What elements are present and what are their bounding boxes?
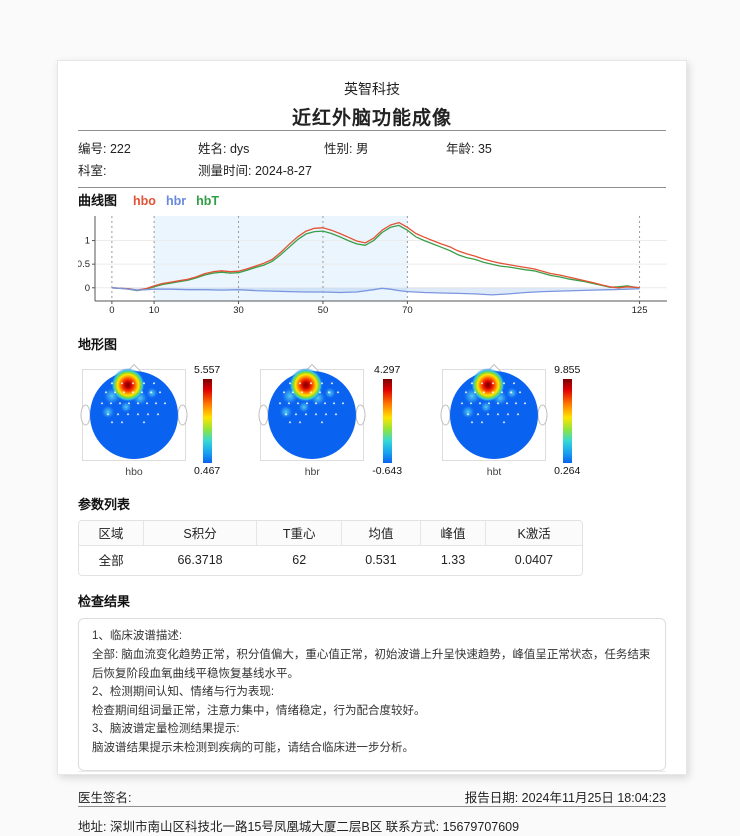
divider-light: [78, 770, 666, 772]
map-label-hbo: hbo: [125, 466, 143, 478]
table-cell: 62: [292, 552, 307, 567]
patient-id: 编号: 222: [78, 142, 131, 156]
series-hbr: [111, 287, 640, 296]
company-name: 英智科技: [344, 81, 400, 97]
table-header-cell: 均值: [341, 521, 421, 547]
colorbar-min: 0.467: [194, 465, 221, 478]
legend-item-hbo: hbo: [133, 194, 156, 208]
result-line: 全部: 脑血流变化趋势正常，积分值偏大，重心值正常，初始波谱上升呈快速趋势，峰值…: [92, 648, 651, 680]
svg-text:0: 0: [85, 283, 90, 294]
legend-item-hbT: hbT: [196, 194, 219, 208]
result-line: 2、检测期间认知、情绪与行为表现:: [92, 686, 275, 699]
head-map-hbt: [440, 364, 548, 461]
svg-text:0.5: 0.5: [78, 259, 90, 270]
colorbar: [382, 379, 392, 464]
result-line: 脑波谱结果提示未检测到疾病的可能，请结合临床进一步分析。: [92, 742, 414, 754]
svg-text:1: 1: [85, 236, 90, 247]
colorbar-min: 0.264: [554, 465, 581, 478]
table-cell: 0.531: [365, 552, 397, 567]
parameter-table: 区域 S积分 T重心 均值 峰值 K激活 全部 66.3718 62 0.531 1.33 0.04…: [78, 520, 583, 577]
report-title: 近红外脑功能成像: [291, 108, 452, 129]
topo-map-hbr: hbr 4.297 -0.643: [258, 363, 403, 478]
topo-maps: hbo 5.557 0.467 hbr 4.297 -0.643 hbt 9.855 0.264: [80, 363, 666, 478]
parameter-table-header: 区域 S积分 T重心 均值 峰值 K激活: [79, 521, 582, 547]
topo-map-hbo: hbo 5.557 0.467: [80, 363, 221, 478]
left-ear-icon: [80, 404, 91, 426]
curve-chart: 0 0.5 1 0 10 30 50 70 125: [77, 213, 667, 320]
report-card: 英智科技 近红外脑功能成像 编号: 222 姓名: dys 性别: 男 年龄: …: [57, 60, 687, 834]
result-line: 检查期间组词量正常，注意力集中，情绪稳定，行为配合度较好。: [92, 704, 426, 717]
svg-text:0: 0: [109, 305, 114, 315]
svg-text:125: 125: [632, 305, 648, 315]
table-cell: 全部: [98, 554, 124, 569]
svg-text:50: 50: [318, 305, 329, 315]
svg-text:70: 70: [402, 305, 413, 315]
curve-legend: hbo hbr hbT: [133, 194, 219, 208]
svg-text:30: 30: [233, 305, 244, 315]
series-hbT: [111, 224, 640, 292]
table-header-cell: 峰值: [420, 521, 487, 547]
topo-section-title: 地形图: [78, 337, 118, 352]
doctor-signature-label: 医生签名:: [78, 790, 132, 805]
result-line: 1、临床波谱描述:: [92, 630, 183, 643]
curve-chart-svg: 00.510 10 30 50 70 125: [77, 216, 667, 316]
patient-age: 年龄: 35: [446, 142, 492, 156]
map-label-hbt: hbt: [486, 466, 502, 478]
hotspot: [471, 368, 506, 402]
table-cell: 0.0407: [514, 552, 553, 567]
table-header-cell: S积分: [143, 521, 258, 547]
patient-name: 姓名: dys: [198, 142, 250, 156]
table-header-cell: K激活: [485, 521, 582, 547]
colorbar-max: 9.855: [554, 364, 581, 376]
series-hbo: [111, 221, 640, 291]
report-date: 报告日期: 2024年11月25日 18:04:23: [464, 790, 666, 805]
map-label-hbr: hbr: [304, 466, 320, 478]
result-section-title: 检查结果: [78, 594, 131, 610]
head-map-hbr: [258, 364, 366, 461]
table-row: 全部 66.3718 62 0.531 1.33 0.0407: [79, 546, 582, 576]
hotspot: [111, 368, 145, 402]
curve-section-title: 曲线图: [78, 193, 118, 208]
task-region: [154, 216, 408, 301]
colorbar-min: -0.643: [372, 465, 403, 478]
table-header-cell: 区域: [79, 521, 144, 547]
table-cell: 1.33: [440, 552, 466, 567]
patient-gender: 性别: 男: [324, 142, 369, 156]
patient-info: 编号: 222 姓名: dys 性别: 男 年龄: 35 科室: 测量时间: 2…: [78, 131, 666, 187]
table-header-cell: T重心: [256, 521, 343, 547]
right-ear-icon: [537, 404, 548, 426]
left-ear-icon: [258, 404, 269, 426]
divider-top: [78, 130, 666, 131]
address-line: 地址: 深圳市南山区科技北一路15号凤凰城大厦二层B区 联系方式: 156797…: [78, 819, 520, 834]
colorbar-max: 5.557: [194, 364, 221, 376]
head-map-hbo: [80, 364, 188, 461]
result-box: 1、临床波谱描述: 全部: 脑血流变化趋势正常，积分值偏大，重心值正常，初始波谱上…: [78, 618, 666, 771]
patient-department: 科室:: [78, 164, 110, 178]
hotspot: [289, 368, 324, 402]
divider-footer: [78, 805, 666, 807]
colorbar: [202, 379, 212, 464]
right-ear-icon: [355, 404, 366, 426]
right-ear-icon: [177, 404, 188, 426]
colorbar-max: 4.297: [374, 364, 401, 376]
left-ear-icon: [440, 404, 451, 426]
param-section-title: 参数列表: [78, 497, 131, 513]
svg-text:10: 10: [149, 305, 160, 315]
topo-map-hbt: hbt 9.855 0.264: [440, 363, 581, 478]
measure-time: 测量时间: 2024-8-27: [198, 164, 312, 178]
table-cell: 66.3718: [177, 552, 223, 567]
divider-info: [78, 187, 666, 188]
colorbar: [562, 379, 572, 464]
legend-item-hbr: hbr: [165, 194, 187, 208]
result-line: 3、脑波谱定量检测结果提示:: [92, 723, 240, 736]
